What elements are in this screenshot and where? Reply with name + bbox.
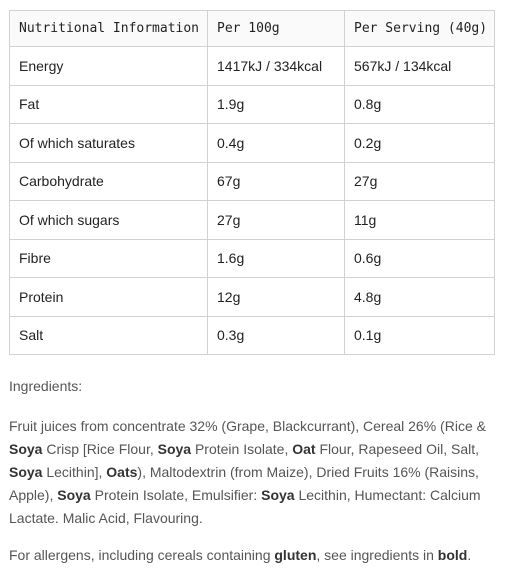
nutrient-label: Fibre	[9, 238, 208, 278]
nutrient-label: Protein	[9, 277, 208, 317]
table-row: Fibre 1.6g 0.6g	[9, 238, 495, 278]
ingredient-segment: Crisp [Rice Flour,	[42, 441, 158, 457]
allergen-highlight: Soya	[261, 487, 295, 503]
ingredient-segment: ), Maltodextrin (from Maize), Dried Frui…	[9, 464, 479, 503]
header-nutritional-information: Nutritional Information	[9, 10, 208, 47]
allergen-note-segment: .	[467, 547, 472, 563]
ingredient-segment: Protein Isolate, Emulsifier:	[90, 487, 262, 503]
ingredient-segment: Fruit juices from concentrate 32% (Grape…	[9, 418, 486, 434]
nutrient-label: Fat	[9, 84, 208, 124]
table-row: Energy 1417kJ / 334kcal 567kJ / 134kcal	[9, 46, 495, 86]
allergen-highlight: Soya	[9, 441, 43, 457]
allergen-highlight: bold	[437, 547, 468, 563]
allergen-note: For allergens, including cereals contain…	[9, 544, 494, 567]
nutrient-per-100g: 1417kJ / 334kcal	[207, 46, 345, 86]
allergen-highlight: Oat	[292, 441, 316, 457]
table-row: Fat 1.9g 0.8g	[9, 84, 495, 124]
ingredient-segment: Flour, Rapeseed Oil, Salt,	[315, 441, 480, 457]
table-row: Protein 12g 4.8g	[9, 277, 495, 317]
nutrient-per-100g: 1.6g	[207, 238, 345, 278]
table-row: Of which sugars 27g 11g	[9, 200, 495, 240]
ingredient-segment: Lecithin],	[42, 464, 107, 480]
nutrient-per-serving: 0.1g	[344, 315, 495, 355]
allergen-highlight: gluten	[274, 547, 317, 563]
nutrient-per-100g: 67g	[207, 161, 345, 201]
nutrient-per-serving: 4.8g	[344, 277, 495, 317]
header-per-100g: Per 100g	[207, 10, 345, 47]
nutrition-table-header-row: Nutritional Information Per 100g Per Ser…	[9, 10, 495, 47]
table-row: Of which saturates 0.4g 0.2g	[9, 123, 495, 163]
allergen-highlight: Soya	[157, 441, 192, 457]
header-per-serving: Per Serving (40g)	[344, 10, 495, 47]
table-row: Salt 0.3g 0.1g	[9, 315, 495, 355]
ingredient-segment: Lecithin, Humectant: Calcium Lactate. Ma…	[9, 487, 481, 526]
allergen-highlight: Soya	[9, 464, 43, 480]
allergen-highlight: Soya	[57, 487, 91, 503]
nutrient-per-serving: 27g	[344, 161, 495, 201]
ingredients-text: Fruit juices from concentrate 32% (Grape…	[9, 415, 494, 530]
nutrient-per-serving: 0.8g	[344, 84, 495, 124]
nutrient-per-serving: 11g	[344, 200, 495, 240]
nutrient-label: Energy	[9, 46, 208, 86]
nutrient-label: Salt	[9, 315, 208, 355]
nutrient-label: Of which saturates	[9, 123, 208, 163]
nutrient-per-100g: 1.9g	[207, 84, 345, 124]
nutrient-per-100g: 12g	[207, 277, 345, 317]
nutrient-label: Carbohydrate	[9, 161, 208, 201]
nutrient-per-100g: 0.3g	[207, 315, 345, 355]
allergen-note-segment: , see ingredients in	[316, 547, 438, 563]
nutrition-table: Nutritional Information Per 100g Per Ser…	[9, 10, 495, 355]
product-info-panel: Nutritional Information Per 100g Per Ser…	[9, 10, 495, 567]
allergen-note-segment: For allergens, including cereals contain…	[9, 547, 275, 563]
nutrient-per-100g: 0.4g	[207, 123, 345, 163]
nutrient-label: Of which sugars	[9, 200, 208, 240]
nutrient-per-serving: 0.6g	[344, 238, 495, 278]
ingredient-segment: Protein Isolate,	[191, 441, 293, 457]
nutrient-per-100g: 27g	[207, 200, 345, 240]
table-row: Carbohydrate 67g 27g	[9, 161, 495, 201]
nutrient-per-serving: 0.2g	[344, 123, 495, 163]
nutrient-per-serving: 567kJ / 134kcal	[344, 46, 495, 86]
allergen-highlight: Oats	[106, 464, 138, 480]
ingredients-heading: Ingredients:	[9, 378, 83, 394]
